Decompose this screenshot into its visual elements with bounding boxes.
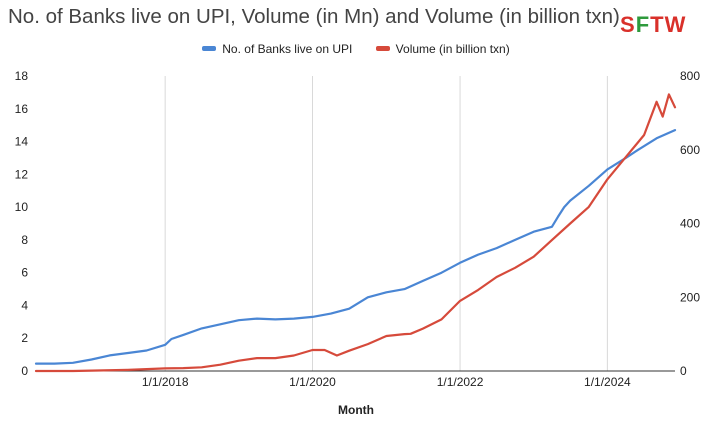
x-tick-label-3: 1/1/2024 bbox=[584, 375, 631, 389]
legend-swatch-banks bbox=[202, 46, 217, 51]
y-left-tick-label-7: 14 bbox=[15, 135, 29, 149]
sftw-logo: SFTW bbox=[620, 12, 686, 38]
y-left-tick-label-3: 6 bbox=[21, 266, 28, 280]
legend-label-banks: No. of Banks live on UPI bbox=[222, 41, 353, 56]
x-tick-label-0: 1/1/2018 bbox=[142, 375, 189, 389]
logo-letter-f: F bbox=[635, 12, 651, 37]
y-left-tick-label-8: 16 bbox=[15, 102, 29, 116]
y-left-tick-label-9: 18 bbox=[15, 69, 29, 83]
y-right-tick-label-2: 400 bbox=[680, 217, 700, 231]
legend-item-banks: No. of Banks live on UPI bbox=[202, 42, 352, 56]
y-left-tick-label-5: 10 bbox=[15, 200, 29, 214]
legend-item-volume: Volume (in billion txn) bbox=[375, 41, 510, 56]
logo-letter-w: W bbox=[664, 12, 687, 37]
chart-legend: No. of Banks live on UPI Volume (in bill… bbox=[0, 40, 712, 56]
logo-letter-s: S bbox=[620, 12, 636, 37]
x-tick-label-2: 1/1/2022 bbox=[437, 375, 484, 389]
y-right-tick-label-3: 600 bbox=[680, 143, 700, 157]
x-tick-label-1: 1/1/2020 bbox=[289, 375, 336, 389]
y-left-tick-label-6: 12 bbox=[15, 167, 29, 181]
x-axis-label: Month bbox=[338, 403, 374, 417]
y-left-tick-label-4: 8 bbox=[21, 233, 28, 247]
y-left-tick-label-0: 0 bbox=[21, 364, 28, 378]
legend-swatch-volume bbox=[375, 46, 390, 51]
y-right-tick-label-4: 800 bbox=[680, 69, 700, 83]
y-left-tick-label-2: 4 bbox=[21, 298, 28, 312]
y-right-tick-label-0: 0 bbox=[680, 364, 687, 378]
y-left-tick-label-1: 2 bbox=[21, 331, 28, 345]
legend-label-volume: Volume (in billion txn) bbox=[395, 41, 510, 56]
series-line-banks bbox=[34, 129, 677, 365]
series-line-volume bbox=[34, 93, 677, 373]
y-right-tick-label-1: 200 bbox=[680, 290, 700, 304]
logo-letter-t: T bbox=[650, 12, 665, 37]
chart-title: No. of Banks live on UPI, Volume (in Mn)… bbox=[8, 5, 620, 28]
